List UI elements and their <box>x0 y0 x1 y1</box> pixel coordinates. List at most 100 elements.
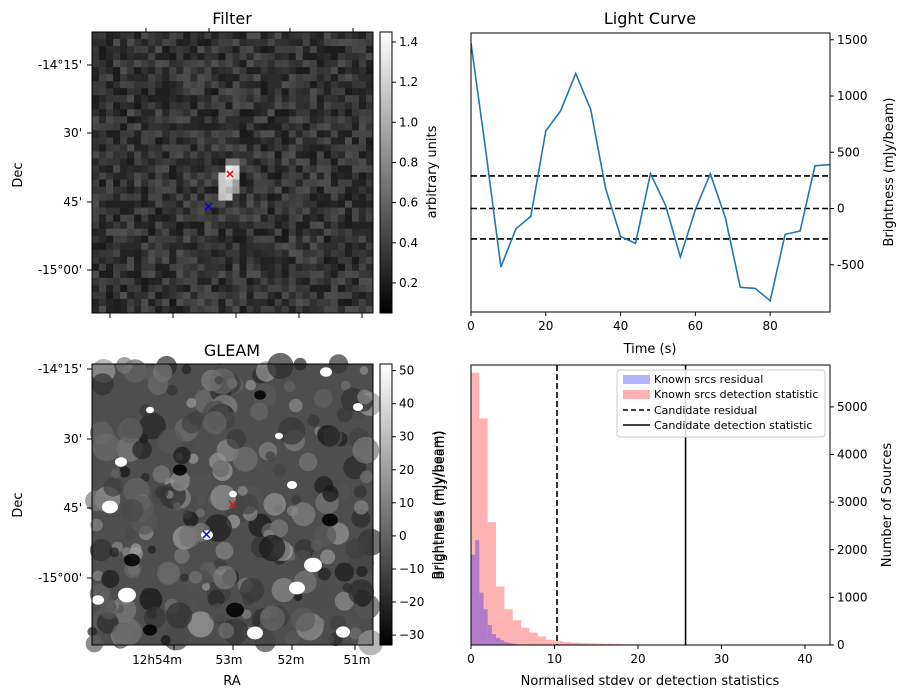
filter-pixel <box>106 53 114 61</box>
filter-pixel <box>365 102 374 110</box>
filter-pixel <box>99 46 107 54</box>
filter-pixel <box>225 74 233 82</box>
filter-pixel <box>225 53 233 61</box>
filter-pixel <box>253 305 262 314</box>
filter-pixel <box>344 67 353 75</box>
filter-pixel <box>148 284 156 293</box>
gleam-texture <box>340 380 351 391</box>
filter-pixel <box>197 165 205 173</box>
filter-pixel <box>260 67 269 75</box>
filter-pixel <box>239 102 247 110</box>
filter-pixel <box>330 221 339 230</box>
filter-pixel <box>120 102 128 110</box>
filter-pixel <box>330 95 339 103</box>
gleam-texture <box>354 500 369 515</box>
filter-pixel <box>253 151 262 159</box>
filter-pixel <box>204 186 212 194</box>
filter-pixel <box>155 263 163 272</box>
filter-pixel <box>148 165 156 173</box>
filter-pixel <box>288 242 297 251</box>
filter-pixel <box>330 88 339 96</box>
filter-pixel <box>260 256 269 265</box>
filter-pixel <box>274 95 283 103</box>
gleam-texture <box>208 603 228 623</box>
filter-pixel <box>127 102 135 110</box>
filter-pixel <box>323 74 332 82</box>
filter-pixel <box>288 298 297 307</box>
filter-pixel <box>337 116 346 124</box>
legend-label: Candidate detection statistic <box>654 419 812 432</box>
filter-pixel <box>225 284 233 293</box>
filter-pixel <box>218 263 226 272</box>
gleam-texture <box>356 566 368 577</box>
filter-pixel <box>365 158 374 166</box>
filter-pixel <box>323 228 332 237</box>
filter-pixel <box>204 256 212 265</box>
filter-pixel <box>309 298 318 307</box>
filter-pixel <box>169 123 177 131</box>
filter-pixel <box>239 172 247 180</box>
filter-pixel <box>253 179 262 187</box>
filter-pixel <box>232 137 240 145</box>
filter-pixel <box>288 179 297 187</box>
filter-pixel <box>316 102 325 110</box>
filter-pixel <box>351 256 360 265</box>
gleam-texture <box>267 352 294 380</box>
filter-pixel <box>176 284 184 293</box>
filter-pixel <box>351 165 360 173</box>
lightcurve-threshold-lines <box>471 175 830 240</box>
filter-pixel <box>204 39 212 47</box>
filter-pixel <box>169 263 177 272</box>
filter-pixel <box>92 256 100 265</box>
filter-pixel <box>323 172 332 180</box>
filter-pixel <box>183 200 191 209</box>
filter-pixel <box>295 270 304 279</box>
gleam-texture <box>304 598 314 609</box>
filter-pixel <box>253 53 262 61</box>
filter-pixel <box>267 263 276 272</box>
filter-pixel <box>344 193 353 202</box>
filter-pixel <box>141 193 149 202</box>
filter-pixel <box>330 193 339 202</box>
gleam-bright-source <box>304 557 322 573</box>
filter-pixel <box>232 116 240 124</box>
filter-pixel <box>365 81 374 89</box>
filter-pixel <box>309 186 318 194</box>
filter-pixel <box>323 46 332 54</box>
filter-pixel <box>253 298 262 307</box>
filter-pixel <box>120 298 128 307</box>
filter-pixel <box>155 305 163 314</box>
filter-pixel <box>120 151 128 159</box>
filter-pixel <box>253 221 262 230</box>
filter-pixel <box>302 158 311 166</box>
filter-pixel <box>176 193 184 202</box>
filter-pixel <box>344 109 353 117</box>
filter-pixel <box>218 116 226 124</box>
filter-pixel <box>106 270 114 279</box>
histogram-bar <box>512 620 522 645</box>
filter-pixel <box>330 172 339 180</box>
filter-pixel <box>351 116 360 124</box>
filter-pixel <box>162 158 170 166</box>
filter-pixel <box>127 214 135 223</box>
filter-pixel <box>281 200 290 209</box>
filter-pixel <box>92 305 100 314</box>
filter-pixel <box>106 221 114 230</box>
filter-pixel <box>211 249 219 258</box>
filter-pixel <box>169 53 177 61</box>
filter-pixel <box>155 74 163 82</box>
gleam-texture <box>178 525 201 548</box>
gleam-texture <box>293 592 303 602</box>
gleam-texture <box>349 627 362 640</box>
filter-pixel <box>211 284 219 293</box>
filter-pixel <box>267 242 276 251</box>
filter-pixel <box>197 123 205 131</box>
filter-pixel <box>155 284 163 293</box>
filter-pixel <box>197 214 205 223</box>
filter-pixel <box>127 137 135 145</box>
filter-pixel <box>169 32 177 40</box>
lightcurve-y-label: Brightness (mJy/beam) <box>882 98 897 247</box>
filter-pixel <box>225 186 233 194</box>
filter-pixel <box>253 74 262 82</box>
